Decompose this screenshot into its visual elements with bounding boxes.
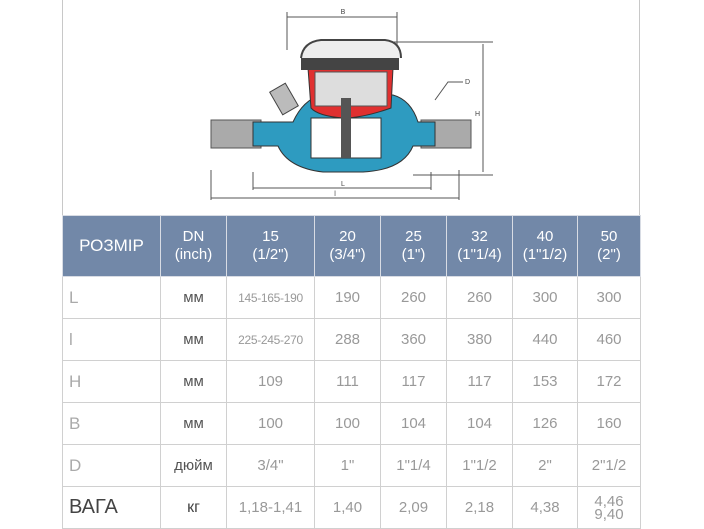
header-dn40: 40 (1"1/2) — [512, 215, 578, 277]
row-parameter: D — [62, 444, 161, 487]
value-cell: 1" — [314, 444, 381, 487]
header-dn15: 15 (1/2") — [226, 215, 315, 277]
value-cell: 2" — [512, 444, 578, 487]
value-cell: 1,18-1,41 — [226, 486, 315, 529]
value-cell: 109 — [226, 360, 315, 403]
row-unit: мм — [160, 402, 227, 445]
value-cell: 126 — [512, 402, 578, 445]
row-parameter: l — [62, 318, 161, 361]
value-cell: 117 — [380, 360, 447, 403]
dim-label-b: B — [341, 9, 346, 16]
dim-label-l-lower: l — [334, 191, 336, 198]
header-dn32: 32 (1"1/4) — [446, 215, 513, 277]
value-cell: 100 — [314, 402, 381, 445]
row-unit: мм — [160, 318, 227, 361]
value-cell: 4,38 — [512, 486, 578, 529]
value-cell: 117 — [446, 360, 513, 403]
table-row: l мм 225-245-270 288 360 380 440 460 — [62, 318, 641, 361]
row-parameter: L — [62, 276, 161, 319]
row-parameter: ВАГА — [62, 486, 161, 529]
value-cell: 4,46 9,40 — [577, 486, 641, 529]
value-cell: 260 — [446, 276, 513, 319]
value-cell: 2,09 — [380, 486, 447, 529]
header-dn25: 25 (1") — [380, 215, 447, 277]
value-cell: 360 — [380, 318, 447, 361]
value-cell: 1"1/4 — [380, 444, 447, 487]
dim-label-d: D — [465, 79, 470, 86]
value-cell: 288 — [314, 318, 381, 361]
row-unit: мм — [160, 276, 227, 319]
row-parameter: H — [62, 360, 161, 403]
value-cell: 172 — [577, 360, 641, 403]
dim-label-h: H — [475, 111, 480, 118]
header-dn20: 20 (3/4") — [314, 215, 381, 277]
water-meter-schematic: B D H L l — [210, 9, 493, 200]
value-cell: 300 — [512, 276, 578, 319]
header-dn: DN (inch) — [160, 215, 227, 277]
dim-label-l-upper: L — [341, 181, 345, 188]
value-cell: 104 — [446, 402, 513, 445]
value-cell: 145-165-190 — [226, 276, 315, 319]
value-cell: 100 — [226, 402, 315, 445]
table-header-row: РОЗМІР DN (inch) 15 (1/2") 20 (3/4") 25 (1")… — [62, 215, 641, 277]
header-size: РОЗМІР — [62, 215, 161, 277]
value-cell: 260 — [380, 276, 447, 319]
row-parameter: B — [62, 402, 161, 445]
value-cell: 190 — [314, 276, 381, 319]
value-cell: 440 — [512, 318, 578, 361]
water-meter-drawing: B D H L l — [62, 0, 640, 215]
value-cell: 2"1/2 — [577, 444, 641, 487]
value-cell: 225-245-270 — [226, 318, 315, 361]
header-dn50: 50 (2") — [577, 215, 641, 277]
value-cell: 160 — [577, 402, 641, 445]
value-cell: 104 — [380, 402, 447, 445]
table-row: ВАГА кг 1,18-1,41 1,40 2,09 2,18 4,38 4,46 9,40 — [62, 486, 641, 529]
value-cell: 460 — [577, 318, 641, 361]
row-unit: кг — [160, 486, 227, 529]
value-cell: 1"1/2 — [446, 444, 513, 487]
value-cell: 153 — [512, 360, 578, 403]
row-unit: дюйм — [160, 444, 227, 487]
value-cell: 3/4" — [226, 444, 315, 487]
row-unit: мм — [160, 360, 227, 403]
value-cell: 1,40 — [314, 486, 381, 529]
value-cell: 111 — [314, 360, 381, 403]
value-cell: 2,18 — [446, 486, 513, 529]
value-cell: 380 — [446, 318, 513, 361]
dimensions-table: РОЗМІР DN (inch) 15 (1/2") 20 (3/4") 25 (1")… — [62, 215, 641, 529]
value-cell: 300 — [577, 276, 641, 319]
